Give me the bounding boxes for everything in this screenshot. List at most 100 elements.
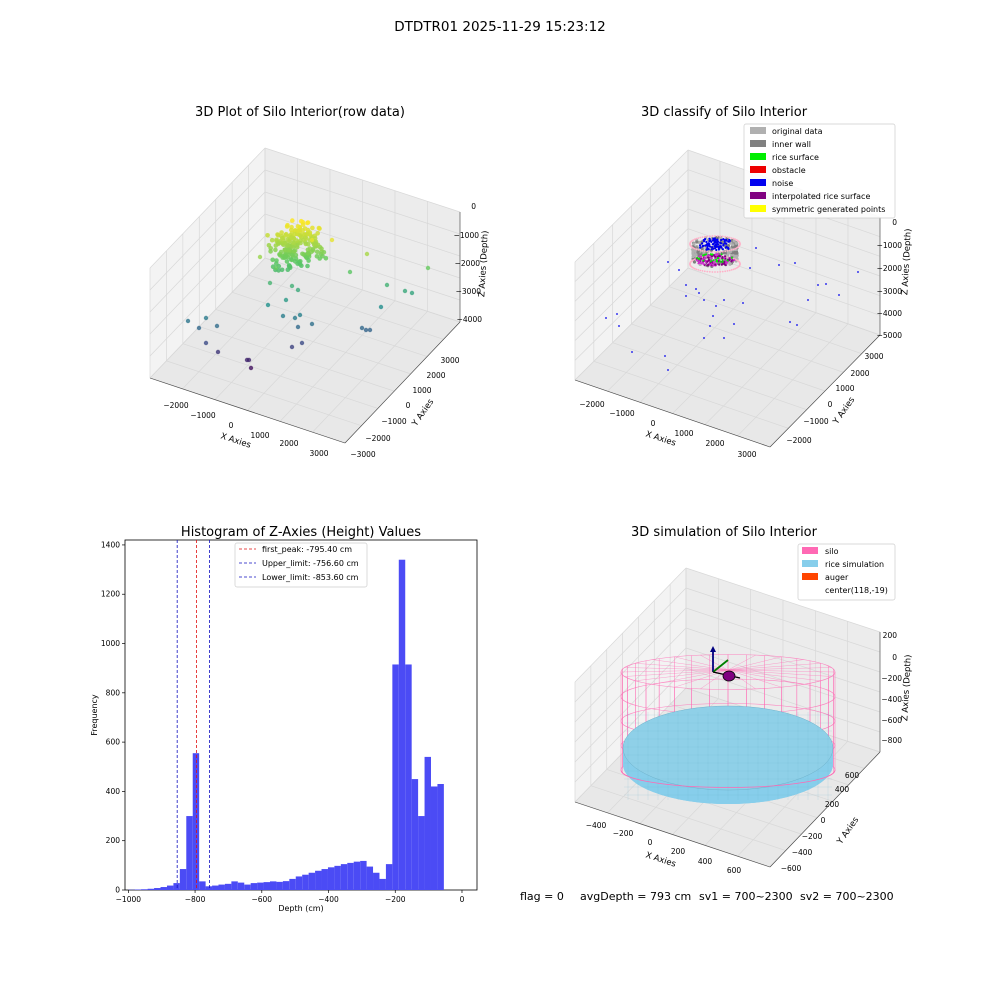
legend-label: original data [772, 127, 823, 136]
silo-spoke [727, 669, 782, 688]
ring-point [728, 236, 731, 239]
noise-point [685, 284, 687, 286]
noise-point [605, 317, 607, 319]
histogram-bar [257, 882, 264, 890]
inner-wall-point [691, 250, 695, 255]
interp-point [712, 261, 715, 264]
ring-point [695, 237, 698, 240]
interp-point [696, 259, 699, 262]
grid-line [685, 607, 881, 673]
grid-line [574, 567, 687, 683]
legend-frame [743, 123, 896, 219]
tick-label: 1000 [674, 429, 693, 438]
data-point [309, 321, 315, 327]
tick-label: 1000 [101, 639, 120, 648]
histogram-bar [302, 874, 309, 890]
noise-point [618, 325, 620, 327]
rice-surface-point [715, 260, 718, 263]
simulation-3d-scene [620, 646, 836, 804]
tick-label: −600 [881, 716, 902, 725]
histogram-bar [244, 884, 251, 890]
tick-label: −200 [613, 829, 634, 838]
noise-point [724, 246, 727, 249]
tick-label: 2000 [279, 439, 298, 448]
inner-wall-point [723, 251, 727, 255]
data-point [313, 241, 318, 247]
tick-label: −800 [881, 736, 902, 745]
ring-point [734, 247, 737, 250]
tick-label: 0 [828, 400, 833, 409]
noise-point [794, 262, 796, 264]
classify-3d-points [605, 235, 859, 371]
noise-point [725, 242, 728, 245]
interp-point [697, 262, 700, 265]
tick-label: 1000 [412, 386, 431, 395]
grid-line [574, 647, 687, 763]
data-point [315, 231, 321, 236]
inner-wall-point [693, 249, 698, 253]
data-point [359, 325, 365, 331]
data-point [295, 324, 301, 330]
noise-point [699, 246, 702, 249]
legend-label: inner wall [772, 140, 811, 149]
histogram-bar [340, 864, 348, 890]
noise-point [667, 261, 669, 263]
axis-line [574, 801, 771, 868]
histogram-bar [192, 753, 200, 890]
grid-line [149, 191, 266, 313]
ring-point [728, 269, 731, 272]
ring-point [703, 270, 706, 273]
histogram-bar [334, 865, 341, 890]
grid-line [149, 169, 266, 291]
data-point [246, 357, 252, 363]
tick-label: 400 [698, 857, 713, 866]
data-point [279, 236, 285, 241]
data-point [367, 327, 373, 333]
raw-3d-x-ticks: −2000 −1000 0 1000 2000 3000 [163, 401, 328, 458]
noise-point [807, 299, 809, 301]
grid-line [631, 323, 826, 392]
interp-point [704, 260, 707, 263]
tick-label: 1400 [101, 540, 120, 549]
noise-point [698, 244, 702, 247]
tick-label: −4000 [457, 315, 483, 324]
grid-line [574, 667, 687, 783]
silo-spoke [624, 669, 729, 677]
data-point [283, 232, 288, 238]
interp-point [707, 263, 710, 266]
ring-point [706, 270, 709, 273]
data-point [292, 259, 298, 264]
ring-point [703, 235, 706, 238]
data-point [278, 249, 284, 255]
ring-point [719, 250, 722, 253]
ring-point [724, 235, 727, 238]
data-point [305, 220, 310, 226]
interp-point [723, 263, 726, 266]
ring-point [697, 249, 700, 251]
histogram-bar [276, 881, 283, 890]
tick-label: −2000 [877, 264, 903, 273]
data-point [293, 252, 299, 258]
interp-point [718, 263, 721, 266]
tick-label: 600 [106, 738, 121, 747]
silo-spoke [727, 663, 821, 671]
ring-point [724, 250, 727, 253]
interp-point [730, 260, 733, 263]
data-point [284, 259, 290, 264]
noise-point [703, 337, 705, 339]
data-point [203, 315, 209, 321]
tick-label: −2000 [786, 436, 812, 445]
ring-point [726, 250, 729, 252]
data-point [284, 224, 290, 229]
interp-point [722, 256, 726, 260]
noise-point [703, 299, 705, 301]
classify-3d-x-ticks: −2000 −1000 0 1000 2000 3000 [579, 400, 756, 459]
axis-line [149, 377, 346, 444]
noise-point [711, 246, 714, 249]
tick-label: −400 [318, 895, 339, 904]
classify-3d-title: 3D classify of Silo Interior [641, 105, 808, 120]
noise-point [717, 248, 721, 251]
grid-line [149, 147, 266, 269]
data-point [273, 247, 278, 253]
histogram-bar [373, 872, 380, 890]
